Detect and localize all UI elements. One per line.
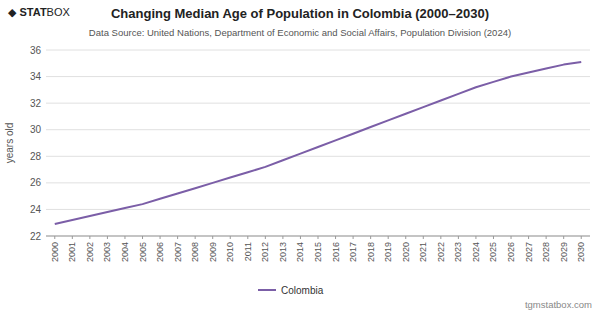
y-tick-label: 30 <box>30 124 42 135</box>
grid-line <box>46 50 590 51</box>
x-tick <box>581 236 582 239</box>
x-tick-label: 2021 <box>418 242 428 262</box>
x-tick <box>300 236 301 239</box>
x-tick-label: 2009 <box>208 242 218 262</box>
x-tick <box>282 236 283 239</box>
x-tick <box>405 236 406 239</box>
y-tick-label: 36 <box>30 45 42 56</box>
y-tick-label: 22 <box>30 231 42 242</box>
logo-normal: BOX <box>47 6 71 18</box>
x-tick <box>353 236 354 239</box>
grid-line <box>46 103 590 104</box>
x-tick-label: 2018 <box>366 242 376 262</box>
x-tick-label: 2011 <box>243 242 253 261</box>
x-tick <box>546 236 547 239</box>
x-tick-label: 2004 <box>120 242 130 262</box>
y-axis: 22 24 26 28 30 32 34 36 <box>30 45 590 242</box>
x-tick <box>247 236 248 239</box>
grid-line <box>46 209 590 210</box>
x-tick-label: 2030 <box>576 242 586 262</box>
x-tick-label: 2024 <box>471 242 481 262</box>
x-tick <box>72 236 73 239</box>
x-tick <box>423 236 424 239</box>
x-tick-label: 2027 <box>524 242 534 262</box>
x-tick <box>230 236 231 239</box>
background <box>0 0 600 314</box>
x-tick <box>388 236 389 239</box>
legend: Colombia <box>258 285 324 296</box>
x-axis: 2000 2001 2002 2003 2004 2005 2006 2007 2008 2009… <box>46 236 590 262</box>
x-tick-label: 2008 <box>190 242 200 262</box>
x-tick-label: 2026 <box>506 242 516 262</box>
x-tick <box>318 236 319 239</box>
x-tick-label: 2002 <box>85 242 95 262</box>
x-tick <box>370 236 371 239</box>
x-tick <box>528 236 529 239</box>
y-tick-label: 24 <box>30 204 42 215</box>
x-tick-label: 2029 <box>559 242 569 262</box>
x-tick-label: 2020 <box>401 242 411 262</box>
x-tick-label: 2028 <box>541 242 551 262</box>
x-tick-label: 2019 <box>383 242 393 262</box>
x-tick-label: 2001 <box>67 242 77 262</box>
x-tick-label: 2023 <box>453 242 463 262</box>
x-tick <box>142 236 143 239</box>
x-tick <box>54 236 55 239</box>
x-tick-label: 2014 <box>295 242 305 262</box>
logo-bold: ◆ STAT <box>8 6 47 18</box>
logo: ◆ STATBOX <box>8 6 71 18</box>
y-axis-label: years old <box>4 123 15 164</box>
subtitle: Data Source: United Nations, Department … <box>89 27 511 38</box>
x-tick-label: 2006 <box>155 242 165 262</box>
x-tick-label: 2003 <box>102 242 112 262</box>
x-tick-label: 2016 <box>331 242 341 262</box>
x-tick <box>440 236 441 239</box>
x-tick <box>493 236 494 239</box>
title: Changing Median Age of Population in Col… <box>111 6 489 21</box>
x-tick-label: 2007 <box>173 242 183 262</box>
x-tick <box>107 236 108 239</box>
x-tick <box>511 236 512 239</box>
x-tick <box>335 236 336 239</box>
x-tick <box>212 236 213 239</box>
x-tick <box>177 236 178 239</box>
chart: Changing Median Age of Population in Col… <box>0 0 600 314</box>
grid-line <box>46 182 590 183</box>
x-tick-label: 2010 <box>225 242 235 262</box>
x-tick <box>563 236 564 239</box>
y-tick-label: 26 <box>30 177 42 188</box>
x-tick <box>160 236 161 239</box>
grid-line <box>46 156 590 157</box>
x-tick <box>124 236 125 239</box>
x-tick <box>475 236 476 239</box>
x-tick-label: 2005 <box>138 242 148 262</box>
x-tick-label: 2000 <box>50 242 60 262</box>
x-tick-label: 2022 <box>436 242 446 262</box>
grid-line <box>46 129 590 130</box>
legend-label: Colombia <box>281 285 324 296</box>
x-tick <box>195 236 196 239</box>
x-tick-label: 2013 <box>278 242 288 262</box>
x-tick-label: 2025 <box>488 242 498 262</box>
x-tick-label: 2015 <box>313 242 323 262</box>
footer: tgmstatbox.com <box>525 299 592 310</box>
line <box>55 62 581 224</box>
y-tick-label: 28 <box>30 151 42 162</box>
y-tick-label: 32 <box>30 98 42 109</box>
x-tick-label: 2017 <box>348 242 358 262</box>
x-tick <box>265 236 266 239</box>
legend-swatch <box>258 289 276 291</box>
x-tick <box>458 236 459 239</box>
plot-area <box>55 62 581 224</box>
x-tick-label: 2012 <box>260 242 270 262</box>
y-tick-label: 34 <box>30 71 42 82</box>
x-tick <box>89 236 90 239</box>
